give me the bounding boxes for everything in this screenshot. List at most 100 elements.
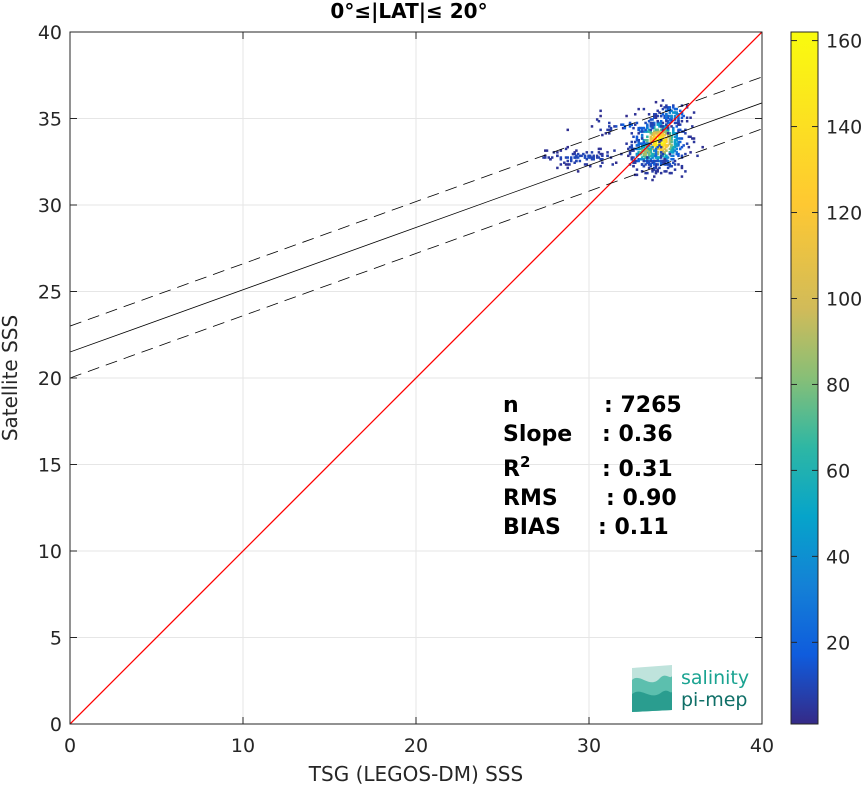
density-point [680,116,684,119]
density-point [678,137,682,140]
x-tick-label: 30 [577,735,601,757]
density-point [653,114,656,118]
density-point [583,163,587,166]
density-point [639,130,642,133]
density-point [644,154,647,158]
density-point [656,156,659,159]
density-point [658,111,661,114]
density-point [644,130,647,133]
density-point [661,149,665,152]
density-point [658,156,661,159]
density-point [670,119,673,123]
density-point [651,168,654,171]
density-point [670,147,673,151]
density-point [692,137,696,140]
density-point [550,156,554,159]
density-point [640,170,644,173]
density-point [656,168,659,171]
density-point [663,114,666,118]
density-point [647,156,651,159]
density-point [627,147,630,151]
density-point [673,132,677,135]
density-point [597,119,601,123]
density-point [559,156,563,159]
colorbar-tick-label: 100 [826,288,862,310]
density-point [649,159,653,163]
density-point [647,149,651,152]
density-point [673,149,677,152]
density-point [659,156,663,159]
density-point [656,128,659,132]
density-point [597,151,601,154]
density-point [668,164,672,168]
density-point [663,151,666,154]
density-point [649,145,653,149]
density-point [659,144,663,147]
density-point [592,156,595,159]
density-point [599,147,602,151]
density-point [673,140,677,144]
density-point [564,147,568,151]
density-point [682,144,685,147]
density-point [637,151,640,154]
density-point [621,123,625,126]
density-point [665,149,668,152]
density-point [564,163,568,166]
density-point [673,135,677,139]
density-point [675,137,678,140]
density-point [640,144,644,147]
density-point [653,152,656,156]
density-point [646,147,649,151]
density-point [599,164,602,168]
density-point [644,142,647,145]
density-point [637,158,640,161]
density-point [571,152,575,156]
density-point [647,128,651,132]
density-point [644,149,647,152]
density-point [661,145,665,149]
density-point [632,156,635,159]
density-point [646,159,649,163]
density-point [564,156,568,159]
density-point [659,171,663,175]
density-point [656,159,659,163]
density-point [640,142,644,145]
density-point [632,149,635,152]
density-point [665,125,668,128]
density-point [637,142,640,145]
density-point [666,121,670,125]
density-point [677,142,680,145]
density-point [666,166,670,170]
density-point [578,154,582,158]
density-point [659,135,663,139]
density-point [668,135,672,139]
density-point [637,147,640,151]
density-point [647,166,651,170]
density-point [647,151,651,154]
density-point [642,130,646,133]
density-point [644,159,647,163]
density-point [653,161,656,164]
logo-wave-icon-3 [632,690,672,712]
density-point [663,170,666,173]
density-point [592,158,595,161]
density-point [656,152,659,156]
density-point [672,130,675,133]
density-point [658,144,661,147]
x-tick-label: 40 [750,735,774,757]
density-point [640,128,644,132]
density-point [659,142,663,145]
density-point [566,163,570,166]
density-point [635,159,639,163]
density-point [668,133,672,137]
density-point [646,135,649,139]
density-point [680,166,684,170]
density-point [653,121,656,125]
density-point [644,138,647,142]
density-point [665,123,668,126]
density-point [632,126,635,130]
density-point [601,154,604,158]
density-point [552,151,556,154]
density-point [689,151,692,154]
